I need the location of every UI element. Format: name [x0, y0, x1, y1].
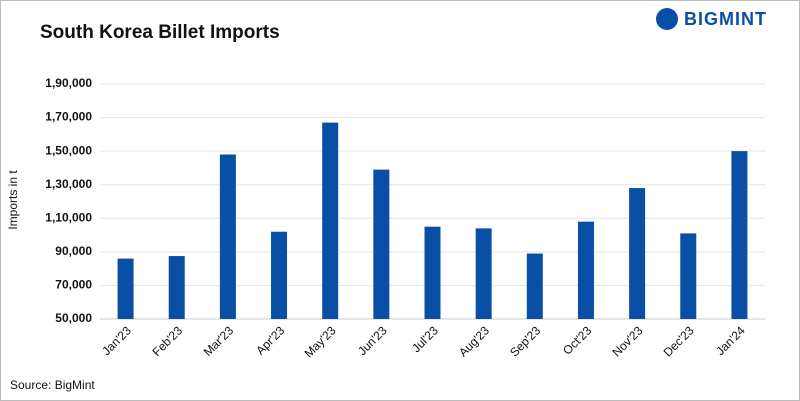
- bar: [475, 228, 492, 319]
- bar: [526, 253, 543, 319]
- bar: [117, 258, 134, 319]
- bar: [271, 231, 288, 319]
- y-tick-label: 50,000: [55, 311, 92, 325]
- y-tick-label: 1,50,000: [45, 143, 92, 157]
- bar: [322, 122, 339, 319]
- bar: [219, 154, 236, 319]
- y-tick-label: 1,10,000: [45, 210, 92, 224]
- bar: [168, 256, 185, 319]
- logo-icon: [656, 8, 678, 30]
- bar: [424, 226, 441, 319]
- bar: [577, 221, 594, 319]
- bar: [373, 169, 390, 319]
- source: Source: BigMint: [10, 378, 95, 392]
- y-tick-label: 90,000: [55, 244, 92, 258]
- y-tick-label: 70,000: [55, 278, 92, 292]
- y-tick-label: 1,90,000: [45, 76, 92, 90]
- bar: [629, 188, 646, 319]
- y-tick-label: 1,70,000: [45, 110, 92, 124]
- bar: [731, 151, 748, 319]
- y-axis-label: Imports in t: [6, 170, 20, 230]
- y-tick-label: 1,30,000: [45, 177, 92, 191]
- logo: BIGMINT: [684, 9, 767, 29]
- chart-title: South Korea Billet Imports: [40, 22, 280, 43]
- bar: [680, 233, 697, 319]
